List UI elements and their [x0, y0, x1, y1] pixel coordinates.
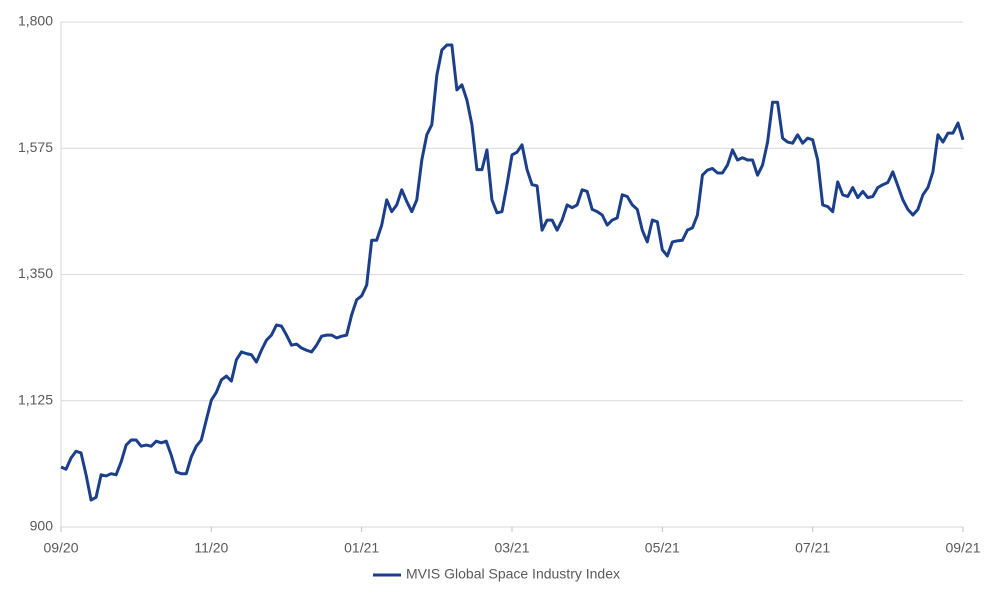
- x-tick-label: 03/21: [494, 540, 529, 556]
- x-tick-label: 05/21: [645, 540, 680, 556]
- legend-label: MVIS Global Space Industry Index: [406, 566, 620, 582]
- x-tick-label: 07/21: [795, 540, 830, 556]
- y-tick-label: 900: [30, 518, 54, 534]
- x-tick-label: 09/20: [43, 540, 78, 556]
- x-tick-label: 09/21: [945, 540, 980, 556]
- y-tick-label: 1,350: [18, 265, 53, 281]
- x-tick-label: 11/20: [194, 540, 228, 556]
- line-series: [60, 43, 965, 502]
- x-tick-label: 01/21: [344, 540, 379, 556]
- y-tick-label: 1,800: [18, 13, 53, 29]
- y-tick-label: 1,575: [18, 139, 53, 155]
- y-tick-label: 1,125: [18, 391, 53, 407]
